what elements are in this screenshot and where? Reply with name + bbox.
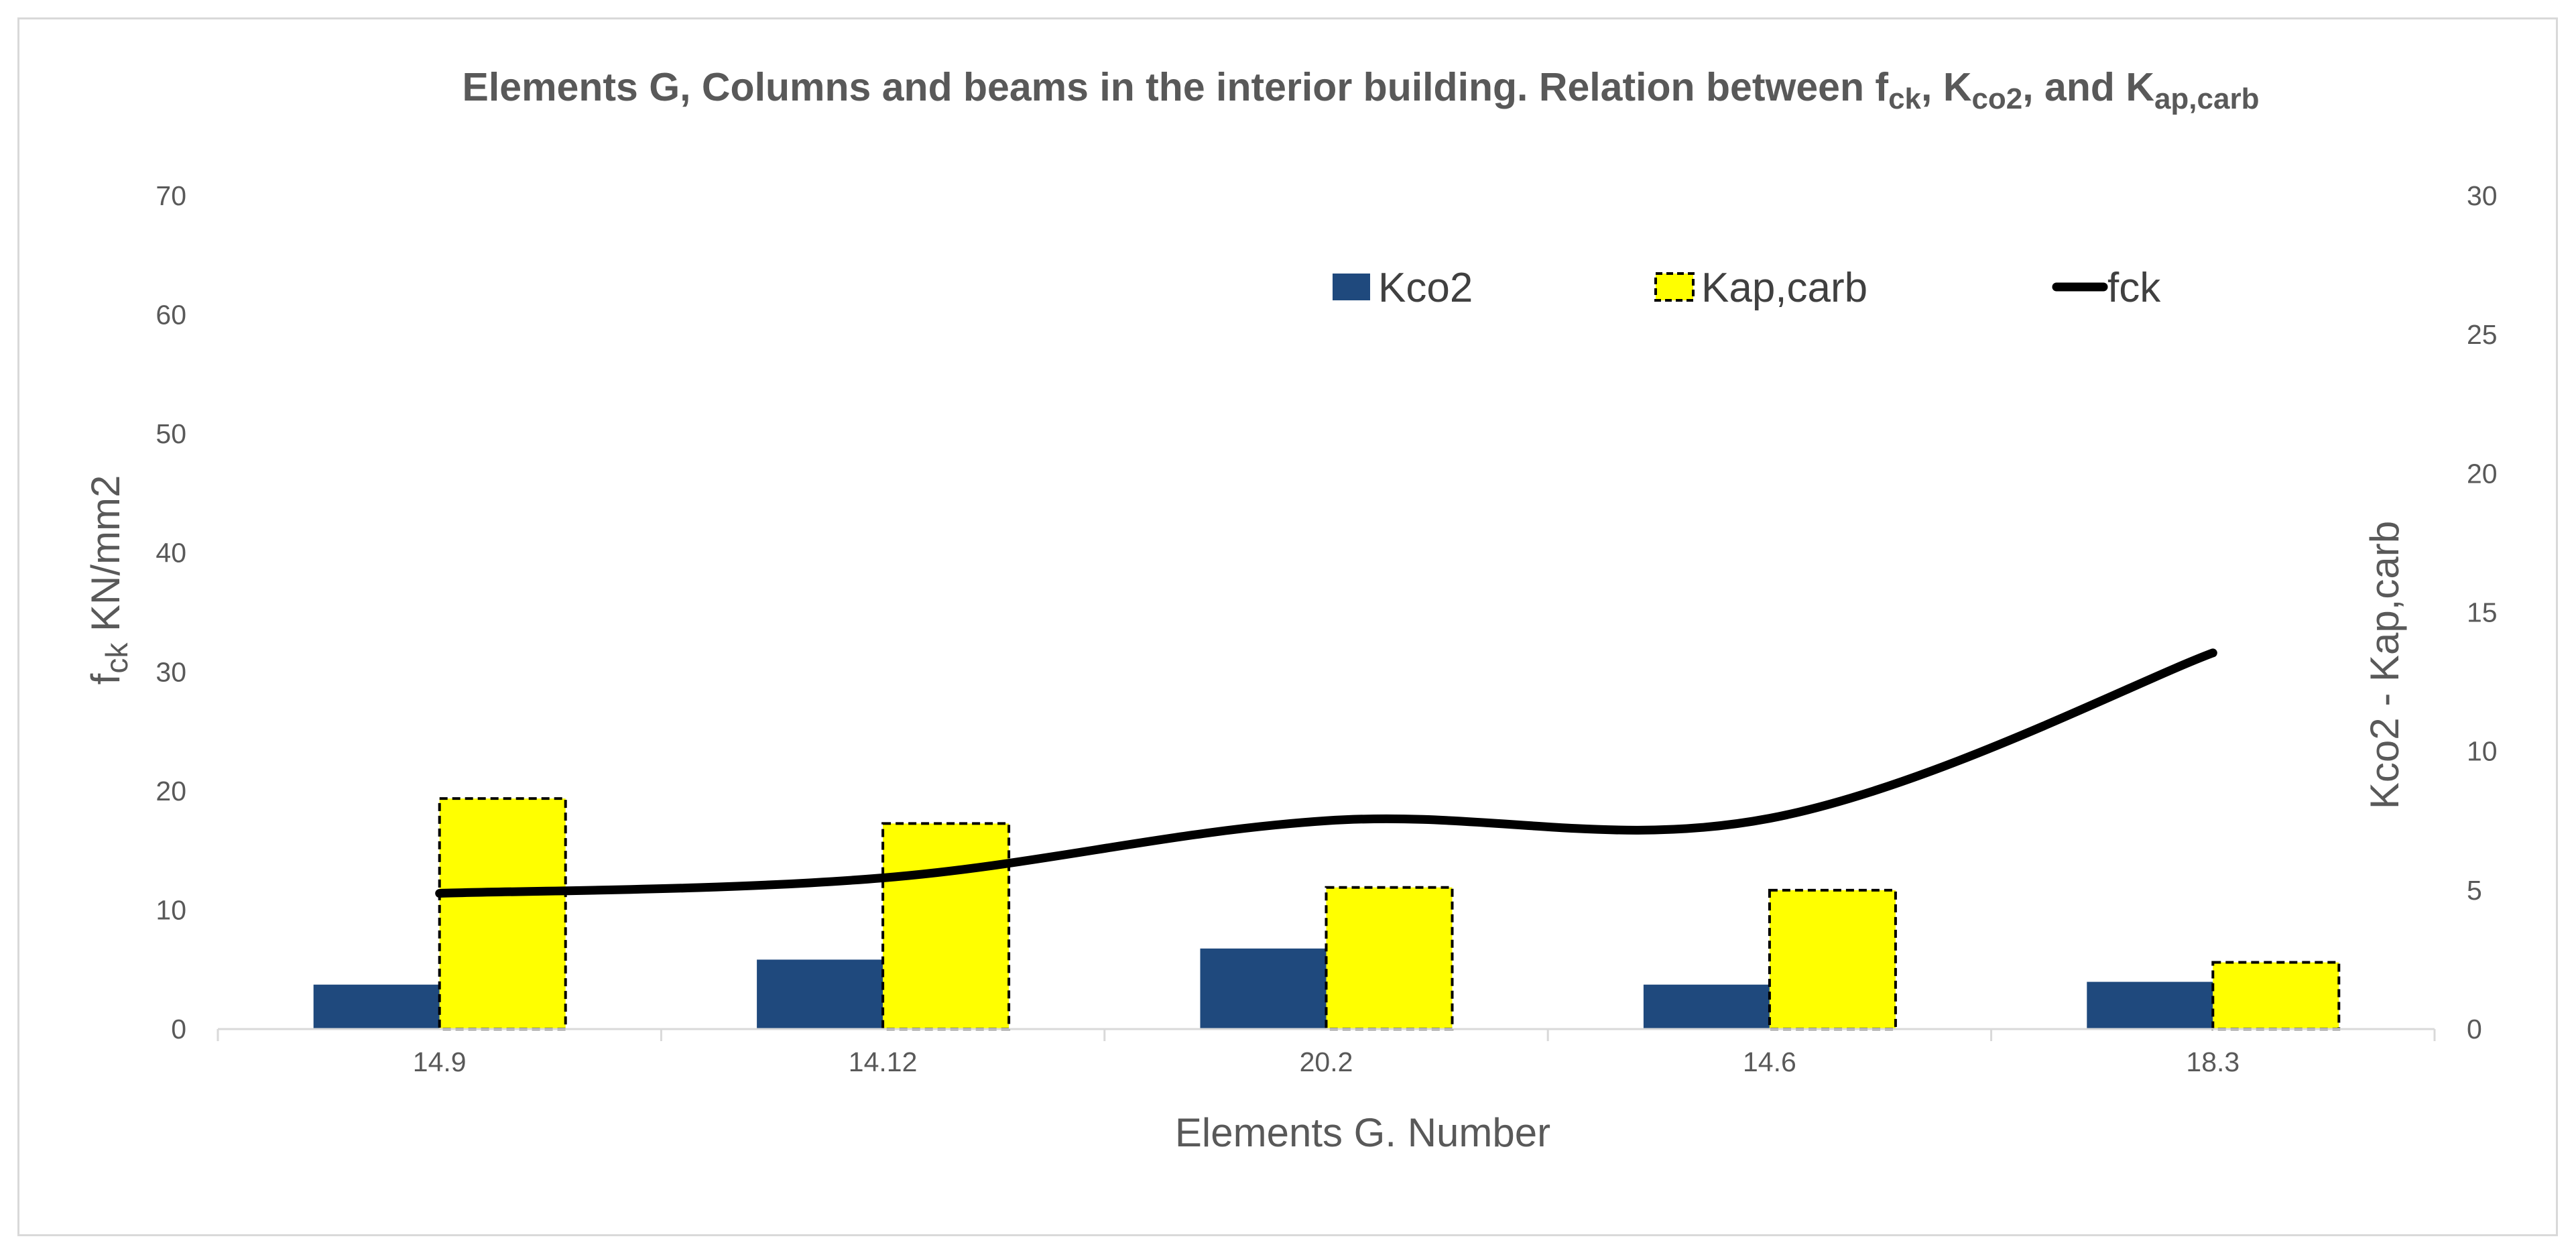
- x-tick-label: 14.6: [1743, 1046, 1796, 1077]
- x-tick-label: 18.3: [2186, 1046, 2240, 1077]
- chart-title-part: , K: [1921, 65, 1972, 109]
- legend-swatch: [1654, 272, 1695, 302]
- kapcarb-bar: [2211, 961, 2341, 1031]
- chart-title-part: ck: [1888, 82, 1921, 115]
- fck-line-series: [435, 648, 2217, 898]
- legend: Kco2 Kap,carb fck: [1333, 265, 2161, 311]
- right-tick-label: 20: [2467, 458, 2498, 489]
- kco2-bar: [313, 984, 440, 1029]
- left-tick-label: 20: [156, 776, 186, 806]
- left-axis-ticks: 0 10 20 30 40 50 60 70: [156, 180, 186, 1044]
- kapcarb-bar: [1325, 886, 1454, 1030]
- right-tick-label: 10: [2467, 736, 2498, 767]
- kapcarb-bar: [438, 797, 567, 1031]
- left-tick-label: 70: [156, 180, 186, 211]
- x-tick-label: 14.9: [413, 1046, 467, 1077]
- right-axis-ticks: 0 5 10 15 20 25 30: [2467, 180, 2498, 1044]
- x-tick-label: 14.12: [849, 1046, 918, 1077]
- left-tick-label: 10: [156, 894, 186, 925]
- right-tick-label: 25: [2467, 319, 2498, 350]
- chart-title-part: , and K: [2022, 65, 2154, 109]
- kco2-bar: [757, 959, 883, 1029]
- left-tick-label: 0: [171, 1014, 186, 1044]
- legend-label: fck: [2107, 265, 2161, 311]
- legend-label: Kap,carb: [1701, 265, 1867, 311]
- chart-title-part: ap,carb: [2154, 82, 2260, 115]
- chart-title-part: co2: [1971, 82, 2022, 115]
- left-tick-label: 30: [156, 656, 186, 687]
- fck-line: [435, 648, 2217, 898]
- x-axis-ticks: [217, 1029, 2436, 1041]
- right-tick-label: 15: [2467, 597, 2498, 628]
- left-tick-label: 60: [156, 300, 186, 331]
- kco2-bar: [2087, 981, 2213, 1029]
- right-tick-label: 5: [2467, 875, 2482, 906]
- legend-swatch: [1333, 274, 1370, 300]
- right-tick-label: 0: [2467, 1014, 2482, 1044]
- chart-title-part: Elements G, Columns and beams in the int…: [463, 65, 1889, 109]
- y2-axis-title: Kco2 - Kap,carb: [2362, 521, 2407, 809]
- y-axis-title-main: f: [83, 673, 128, 684]
- kapcarb-bar: [1768, 888, 1897, 1031]
- y-axis-title: fck KN/mm2: [83, 475, 134, 685]
- bars: [313, 797, 2341, 1031]
- x-axis-title: Elements G. Number: [1175, 1110, 1550, 1155]
- y-axis-title-rest: KN/mm2: [83, 475, 128, 643]
- kco2-bar: [1643, 984, 1770, 1029]
- kapcarb-bar: [881, 822, 1011, 1030]
- left-tick-label: 50: [156, 418, 186, 449]
- chart-frame: [17, 17, 2558, 1236]
- y-axis-title-sub: ck: [99, 642, 134, 674]
- right-tick-label: 30: [2467, 180, 2498, 211]
- x-tick-label: 20.2: [1300, 1046, 1353, 1077]
- left-tick-label: 40: [156, 538, 186, 568]
- legend-label: Kco2: [1378, 265, 1473, 311]
- chart-title: Elements G, Columns and beams in the int…: [463, 65, 2260, 115]
- x-axis-tick-labels: 14.9 14.12 20.2 14.6 18.3: [413, 1046, 2240, 1077]
- kco2-bar: [1200, 948, 1327, 1029]
